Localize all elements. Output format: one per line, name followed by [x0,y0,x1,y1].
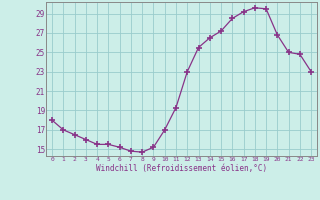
X-axis label: Windchill (Refroidissement éolien,°C): Windchill (Refroidissement éolien,°C) [96,164,267,173]
